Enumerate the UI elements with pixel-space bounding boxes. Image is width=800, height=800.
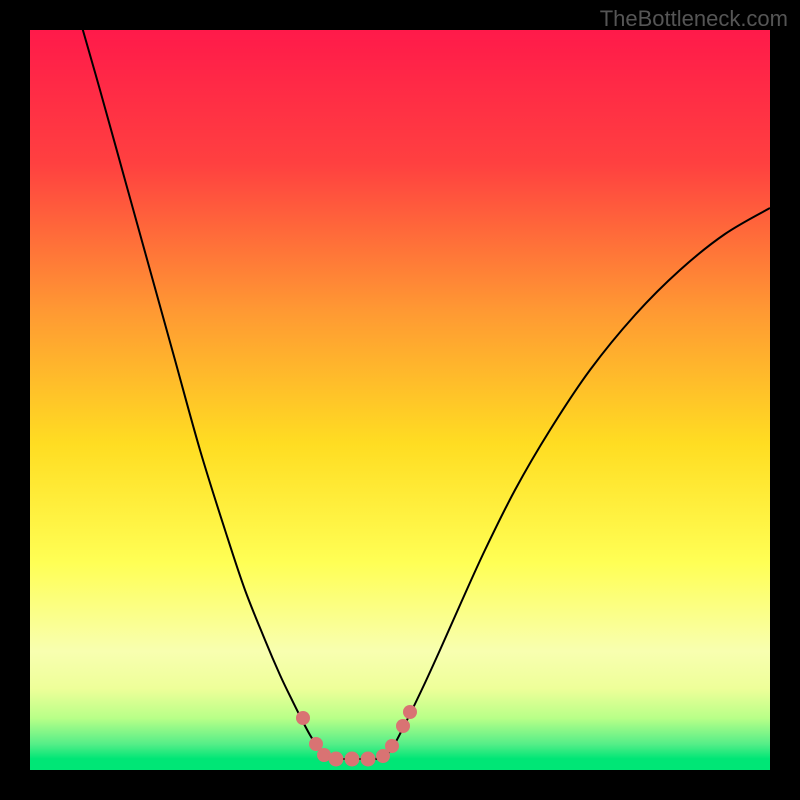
data-marker [403,705,417,719]
bottleneck-chart [30,30,770,770]
watermark-text: TheBottleneck.com [600,6,788,32]
bottleneck-curve [30,30,770,770]
v-curve-path [80,30,770,759]
data-marker [361,752,376,767]
data-marker [345,752,360,767]
data-marker [329,752,344,767]
data-marker [385,739,399,753]
data-marker [296,711,310,725]
data-marker [396,719,410,733]
